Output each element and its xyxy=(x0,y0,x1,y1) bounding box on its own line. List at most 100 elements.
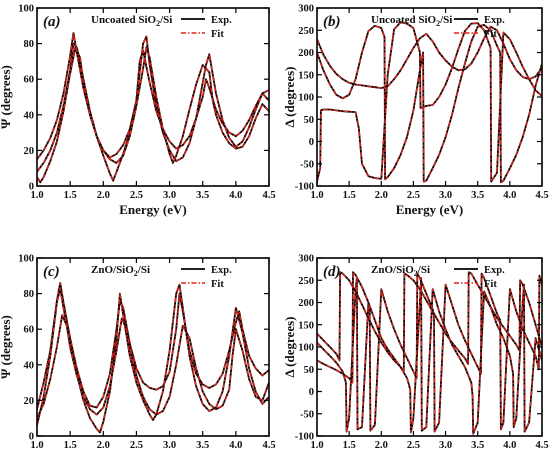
fit-series-2 xyxy=(317,277,542,435)
sample-label: Uncoated SiO2/Si xyxy=(371,14,452,28)
sample-subscript: 2 xyxy=(414,269,418,278)
x-tick-label: 1.0 xyxy=(310,190,323,201)
legend-fit-label: Fit xyxy=(211,279,224,290)
legend-exp-label: Exp. xyxy=(211,265,232,276)
y-axis-label: Δ (degrees) xyxy=(282,67,297,128)
fit-series-2 xyxy=(37,35,269,182)
legend-fit-label: Fit xyxy=(211,29,224,40)
panel-label: (a) xyxy=(43,14,61,30)
sample-name: Uncoated SiO xyxy=(91,14,157,26)
legend: Exp. Fit xyxy=(181,15,232,40)
legend: Exp. Fit xyxy=(454,265,505,290)
x-tick-label: 3.0 xyxy=(163,440,176,451)
y-tick-label: 0 xyxy=(309,387,314,398)
sample-subscript: 2 xyxy=(156,19,160,28)
sample-tail: /Si xyxy=(439,14,452,26)
x-tick-label: 4.5 xyxy=(262,440,275,451)
fit-series-1 xyxy=(317,271,542,373)
x-tick-label: 2.5 xyxy=(130,190,143,201)
y-tick-label: -50 xyxy=(300,159,314,170)
x-tick-label: 2.5 xyxy=(407,190,420,201)
legend-exp-label: Exp. xyxy=(484,265,505,276)
legend: Exp. Fit xyxy=(454,15,505,40)
x-tick-label: 4.5 xyxy=(535,190,548,201)
x-tick-label: 3.0 xyxy=(163,190,176,201)
x-tick-label: 2.5 xyxy=(407,440,420,451)
y-tick-label: -100 xyxy=(295,432,314,443)
x-tick-label: 3.0 xyxy=(439,440,452,451)
y-tick-label: 250 xyxy=(298,276,314,287)
y-tick-label: 20 xyxy=(24,396,35,407)
sample-label: ZnO/SiO2/Si xyxy=(371,264,430,278)
fit-series-2 xyxy=(317,24,542,184)
panel-a: 1.0 1.5 2.0 2.5 3.0 3.5 4.0 4.5 0 20 40 60 80 100 Ener… xyxy=(0,4,276,218)
y-tick-label: 20 xyxy=(24,146,35,157)
y-tick-label: 100 xyxy=(18,254,34,265)
x-tick-label: 3.0 xyxy=(439,190,452,201)
plot-frame xyxy=(36,257,270,437)
y-tick-label: 80 xyxy=(24,39,35,50)
fit-series-3 xyxy=(317,21,542,183)
x-tick-label: 4.0 xyxy=(503,440,516,451)
y-axis-label: Ψ (degrees) xyxy=(0,315,13,379)
y-tick-label: 0 xyxy=(29,432,34,443)
sample-name: ZnO/SiO xyxy=(371,264,414,276)
sample-tail: /Si xyxy=(159,14,172,26)
y-tick-label: 80 xyxy=(24,289,35,300)
y-tick-label: 60 xyxy=(24,75,35,86)
x-tick-label: 1.0 xyxy=(30,440,43,451)
y-tick-label: 0 xyxy=(309,137,314,148)
exp-series-2 xyxy=(317,23,542,184)
sample-name: Uncoated SiO xyxy=(371,14,437,26)
sample-tail: /Si xyxy=(417,264,430,276)
sample-label: ZnO/SiO2/Si xyxy=(91,264,150,278)
exp-series-1 xyxy=(317,25,542,89)
sample-name: ZnO/SiO xyxy=(91,264,134,276)
x-axis-label: Energy (eV) xyxy=(396,202,464,217)
exp-series-3 xyxy=(317,21,542,183)
y-tick-label: 0 xyxy=(29,182,34,193)
legend-fit-label: Fit xyxy=(484,279,497,290)
x-tick-label: 2.0 xyxy=(375,440,388,451)
legend-exp-label: Exp. xyxy=(484,15,505,26)
fit-series-3 xyxy=(317,271,542,433)
y-tick-label: 200 xyxy=(298,48,314,59)
y-tick-label: -50 xyxy=(300,409,314,420)
x-tick-label: 3.5 xyxy=(196,440,209,451)
x-tick-label: 1.5 xyxy=(343,190,356,201)
panel-b: 1.0 1.5 2.0 2.5 3.0 3.5 4.0 4.5 -100 -50 0 50 100 150… xyxy=(282,4,549,218)
y-tick-label: 100 xyxy=(298,93,314,104)
y-tick-label: 50 xyxy=(304,115,315,126)
panel-label: (c) xyxy=(43,264,60,280)
sample-tail: /Si xyxy=(137,264,150,276)
x-tick-label: 1.5 xyxy=(343,440,356,451)
y-tick-label: 40 xyxy=(24,360,35,371)
exp-series-2 xyxy=(37,283,269,434)
x-tick-label: 4.5 xyxy=(535,440,548,451)
x-tick-label: 2.0 xyxy=(97,190,110,201)
x-tick-label: 1.0 xyxy=(30,190,43,201)
y-tick-label: -100 xyxy=(295,182,314,193)
y-axis-label: Ψ (degrees) xyxy=(0,65,13,129)
x-tick-label: 3.5 xyxy=(471,190,484,201)
x-tick-label: 4.5 xyxy=(262,190,275,201)
legend-exp-label: Exp. xyxy=(211,15,232,26)
y-tick-label: 150 xyxy=(298,320,314,331)
x-tick-label: 2.5 xyxy=(130,440,143,451)
fit-series-2 xyxy=(37,284,269,434)
fit-series-3 xyxy=(37,46,269,184)
x-tick-label: 4.0 xyxy=(229,190,242,201)
y-axis-label: Δ (degrees) xyxy=(282,317,297,378)
x-tick-label: 4.0 xyxy=(229,440,242,451)
fit-series-3 xyxy=(37,314,269,419)
sample-subscript: 2 xyxy=(436,19,440,28)
panel-d: 1.0 1.5 2.0 2.5 3.0 3.5 4.0 4.5 -100 -50 0 50 100 150… xyxy=(282,254,549,455)
y-tick-label: 100 xyxy=(18,4,34,15)
x-tick-label: 1.5 xyxy=(64,440,77,451)
fit-series-1 xyxy=(317,26,542,89)
plot-frame xyxy=(316,7,543,187)
x-tick-label: 3.5 xyxy=(196,190,209,201)
y-tick-label: 50 xyxy=(304,365,315,376)
plot-frame xyxy=(36,7,270,187)
